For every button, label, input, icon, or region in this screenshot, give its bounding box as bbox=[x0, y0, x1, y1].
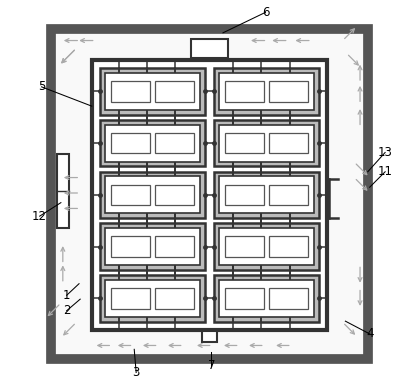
Bar bbox=[105, 280, 200, 317]
Bar bbox=[269, 185, 308, 205]
Bar bbox=[225, 81, 264, 102]
Bar bbox=[100, 120, 204, 166]
Bar bbox=[100, 223, 204, 270]
Bar bbox=[105, 125, 200, 162]
Bar bbox=[215, 68, 319, 115]
Bar bbox=[51, 29, 368, 359]
Bar bbox=[215, 223, 319, 270]
Bar bbox=[155, 81, 194, 102]
Text: 5: 5 bbox=[38, 80, 45, 93]
Bar bbox=[219, 73, 314, 110]
Bar bbox=[215, 172, 319, 218]
Bar bbox=[155, 237, 194, 257]
Bar bbox=[105, 228, 200, 265]
Bar bbox=[225, 133, 264, 153]
Text: 1: 1 bbox=[63, 289, 70, 302]
Bar bbox=[105, 73, 200, 110]
Bar bbox=[269, 237, 308, 257]
Bar bbox=[111, 288, 150, 308]
Bar bbox=[219, 176, 314, 213]
Text: 11: 11 bbox=[378, 165, 393, 178]
Bar bbox=[269, 133, 308, 153]
Text: 2: 2 bbox=[63, 304, 70, 317]
Bar bbox=[100, 275, 204, 322]
Text: 7: 7 bbox=[208, 359, 215, 372]
Bar bbox=[155, 185, 194, 205]
Bar bbox=[111, 133, 150, 153]
Bar bbox=[105, 176, 200, 213]
Text: 4: 4 bbox=[366, 327, 373, 340]
Bar bbox=[225, 237, 264, 257]
Bar bbox=[111, 185, 150, 205]
Bar bbox=[202, 331, 217, 342]
Bar bbox=[155, 288, 194, 308]
Bar bbox=[225, 288, 264, 308]
Bar bbox=[191, 39, 228, 58]
Bar bbox=[215, 120, 319, 166]
Bar bbox=[92, 60, 327, 330]
Text: 12: 12 bbox=[32, 210, 47, 223]
Bar bbox=[155, 133, 194, 153]
Text: 3: 3 bbox=[132, 366, 140, 379]
Bar bbox=[100, 68, 204, 115]
Bar bbox=[269, 81, 308, 102]
Bar bbox=[269, 288, 308, 308]
Text: 6: 6 bbox=[262, 6, 269, 19]
Bar bbox=[225, 185, 264, 205]
Bar bbox=[100, 172, 204, 218]
Bar bbox=[219, 125, 314, 162]
Text: 13: 13 bbox=[378, 146, 393, 159]
Bar bbox=[56, 34, 363, 354]
Bar bbox=[111, 81, 150, 102]
Bar bbox=[215, 275, 319, 322]
Bar bbox=[111, 237, 150, 257]
Bar bbox=[219, 228, 314, 265]
Bar bbox=[57, 154, 69, 228]
Bar bbox=[219, 280, 314, 317]
